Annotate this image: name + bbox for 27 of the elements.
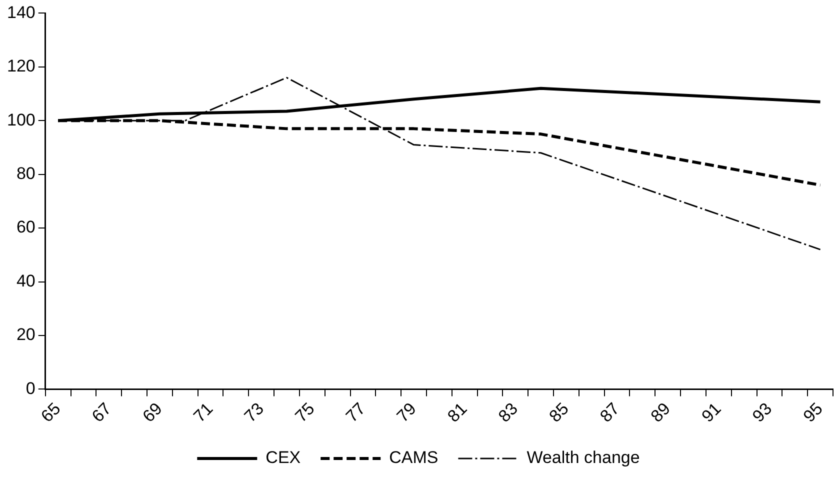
x-tick-label: 95 (800, 399, 826, 426)
y-tick-label: 0 (26, 378, 36, 398)
y-tick-label: 120 (6, 56, 36, 76)
x-tick-label: 67 (88, 399, 116, 426)
x-tick-label: 91 (698, 399, 725, 426)
x-tick-label: 79 (393, 399, 420, 426)
x-tick-label: 85 (546, 399, 572, 426)
y-tick-label: 100 (6, 110, 36, 130)
x-tick-label: 89 (647, 399, 674, 426)
x-tick-label: 87 (596, 399, 624, 426)
x-tick-label: 69 (139, 399, 166, 426)
y-tick-label: 60 (16, 218, 36, 237)
x-tick-label: 75 (291, 399, 318, 426)
legend-label: CEX (266, 448, 301, 468)
x-tick-label: 81 (444, 399, 471, 426)
y-tick-label: 20 (16, 325, 36, 344)
x-tick-label: 73 (240, 399, 268, 426)
y-tick-label: 140 (6, 2, 36, 22)
y-tick-label: 40 (16, 271, 36, 290)
x-tick-label: 77 (342, 399, 370, 426)
legend-label: Wealth change (526, 448, 640, 468)
x-tick-label: 65 (37, 399, 64, 426)
legend-label: CAMS (389, 448, 438, 468)
x-tick-label: 93 (748, 399, 776, 426)
x-tick-label: 71 (190, 399, 217, 426)
x-tick-label: 83 (494, 399, 522, 426)
y-tick-label: 80 (16, 164, 36, 184)
